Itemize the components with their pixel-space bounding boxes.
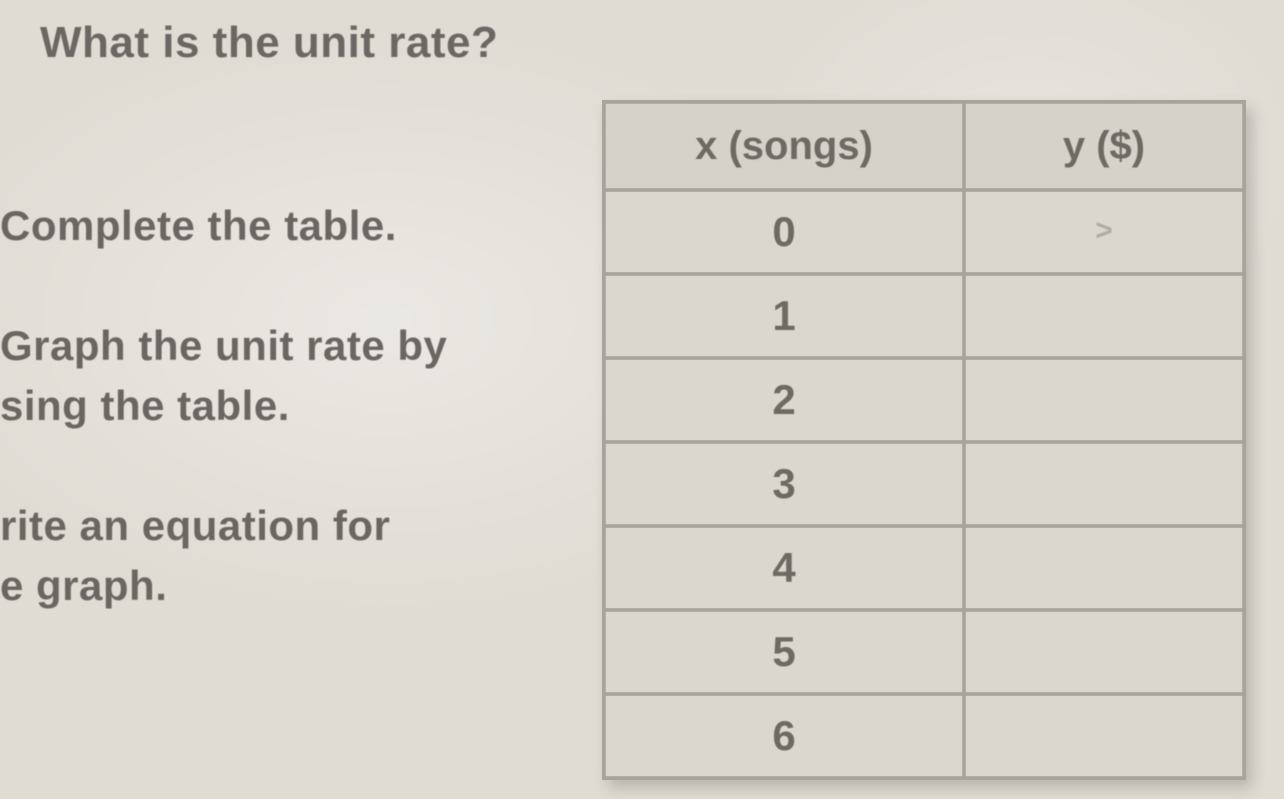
cell-y xyxy=(964,694,1244,778)
worksheet-page: What is the unit rate? Complete the tabl… xyxy=(0,0,1284,799)
table-row: 6 xyxy=(604,694,1244,778)
instruction-write-l2: e graph. xyxy=(0,560,167,613)
instruction-write-l1: rite an equation for xyxy=(0,500,390,553)
cell-y xyxy=(964,442,1244,526)
table-row: 1 xyxy=(604,274,1244,358)
instruction-graph-l1: Graph the unit rate by xyxy=(0,320,447,373)
cell-x: 5 xyxy=(604,610,964,694)
question-unit-rate: What is the unit rate? xyxy=(40,18,498,68)
table-row: 3 xyxy=(604,442,1244,526)
cell-x: 1 xyxy=(604,274,964,358)
table-row: 2 xyxy=(604,358,1244,442)
cell-x: 6 xyxy=(604,694,964,778)
cell-x: 4 xyxy=(604,526,964,610)
header-x-songs: x (songs) xyxy=(604,102,964,190)
cell-x: 3 xyxy=(604,442,964,526)
cell-x: 2 xyxy=(604,358,964,442)
cell-y xyxy=(964,358,1244,442)
faint-mark-icon: > xyxy=(1095,214,1113,248)
cell-y xyxy=(964,526,1244,610)
table-header-row: x (songs) y ($) xyxy=(604,102,1244,190)
cell-y xyxy=(964,274,1244,358)
instruction-complete-table: Complete the table. xyxy=(0,200,397,253)
table-row: 5 xyxy=(604,610,1244,694)
instruction-graph-l2: sing the table. xyxy=(0,380,290,433)
header-y-dollars: y ($) xyxy=(964,102,1244,190)
cell-y: > xyxy=(964,190,1244,274)
table-row: 4 xyxy=(604,526,1244,610)
cell-x: 0 xyxy=(604,190,964,274)
table-row: 0 > xyxy=(604,190,1244,274)
songs-cost-table: x (songs) y ($) 0 > 1 2 3 4 xyxy=(602,100,1246,780)
cell-y xyxy=(964,610,1244,694)
